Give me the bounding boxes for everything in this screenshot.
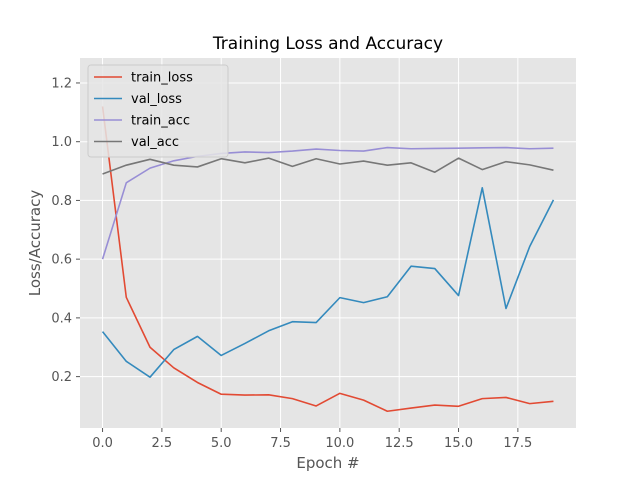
y-tick-label: 1.2 bbox=[51, 76, 72, 91]
series-line-train_loss bbox=[101, 106, 554, 413]
y-tick-label: 0.8 bbox=[51, 194, 72, 209]
x-tick-label: 2.5 bbox=[152, 436, 173, 451]
series-line-val_acc bbox=[102, 157, 554, 175]
series-line-val_loss bbox=[101, 186, 555, 379]
legend-label-val_acc: val_acc bbox=[131, 135, 179, 150]
chart-title: Training Loss and Accuracy bbox=[212, 34, 443, 54]
legend-label-train_loss: train_loss bbox=[131, 71, 193, 86]
series-lines bbox=[101, 106, 555, 413]
x-tick-label: 7.5 bbox=[270, 436, 291, 451]
y-tick-label: 0.2 bbox=[51, 370, 72, 385]
legend: train_loss val_loss train_acc val_acc bbox=[87, 64, 229, 158]
legend-box bbox=[87, 64, 229, 158]
series-line-train_acc bbox=[101, 146, 554, 260]
x-tick-label: 15.0 bbox=[444, 436, 473, 451]
x-tick-label: 17.5 bbox=[503, 436, 532, 451]
x-axis-label: Epoch # bbox=[296, 454, 359, 472]
x-tick-label: 12.5 bbox=[385, 436, 414, 451]
x-tick-label: 10.0 bbox=[325, 436, 354, 451]
y-tick-label: 0.4 bbox=[51, 311, 72, 326]
y-tick-label: 1.0 bbox=[51, 135, 72, 150]
x-tick-label: 0.0 bbox=[92, 436, 113, 451]
legend-label-val_loss: val_loss bbox=[131, 92, 182, 107]
legend-label-train_acc: train_acc bbox=[131, 114, 190, 129]
y-tick-label: 0.6 bbox=[51, 253, 72, 268]
y-axis-label: Loss/Accuracy bbox=[26, 190, 44, 297]
x-tick-label: 5.0 bbox=[211, 436, 232, 451]
ticks: 0.0 2.5 5.0 7.5 10.0 12.5 15.0 17.5 0.2 0.4 0.6 0.8… bbox=[51, 76, 532, 451]
